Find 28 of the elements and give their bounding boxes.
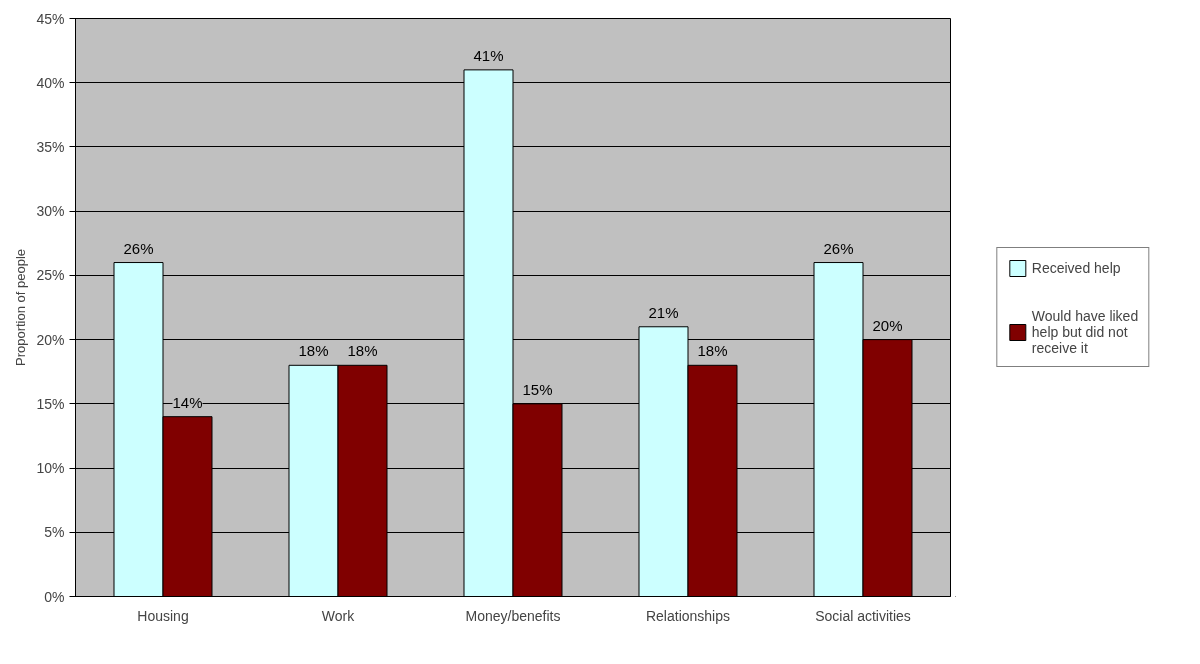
x-tick-label: Relationships [645,607,731,624]
data-label: 26% [823,239,854,257]
data-label: 21% [648,303,679,321]
data-label: 20% [872,316,903,334]
x-tick-label: Work [321,607,356,624]
legend-label: Received help [1031,260,1121,276]
y-tick-label: 25% [36,267,65,284]
y-tick-label: 40% [36,74,65,91]
y-tick-label: 20% [36,331,65,348]
data-label: 26% [123,239,154,257]
data-label: 41% [473,46,504,64]
y-tick-label: 10% [36,460,65,477]
x-tick-label: Money/benefits [465,607,561,624]
data-label: 14% [172,393,203,411]
data-label: 18% [697,342,728,360]
y-tick-label: 15% [36,395,65,412]
x-tick-label: Social activities [815,607,911,624]
y-tick-label: 30% [36,203,65,220]
y-tick-label: 35% [36,138,65,155]
x-tick-label: Housing [137,607,189,624]
y-tick-label: 5% [44,524,65,541]
legend-label: Would have liked help but did not receive it [1031,308,1139,356]
data-label: 18% [298,342,329,360]
y-tick-label: 0% [44,588,65,605]
data-label: 15% [522,380,553,398]
y-axis-title: Proportion of people [13,248,29,367]
data-label: 18% [347,342,378,360]
y-tick-label: 45% [36,10,65,27]
